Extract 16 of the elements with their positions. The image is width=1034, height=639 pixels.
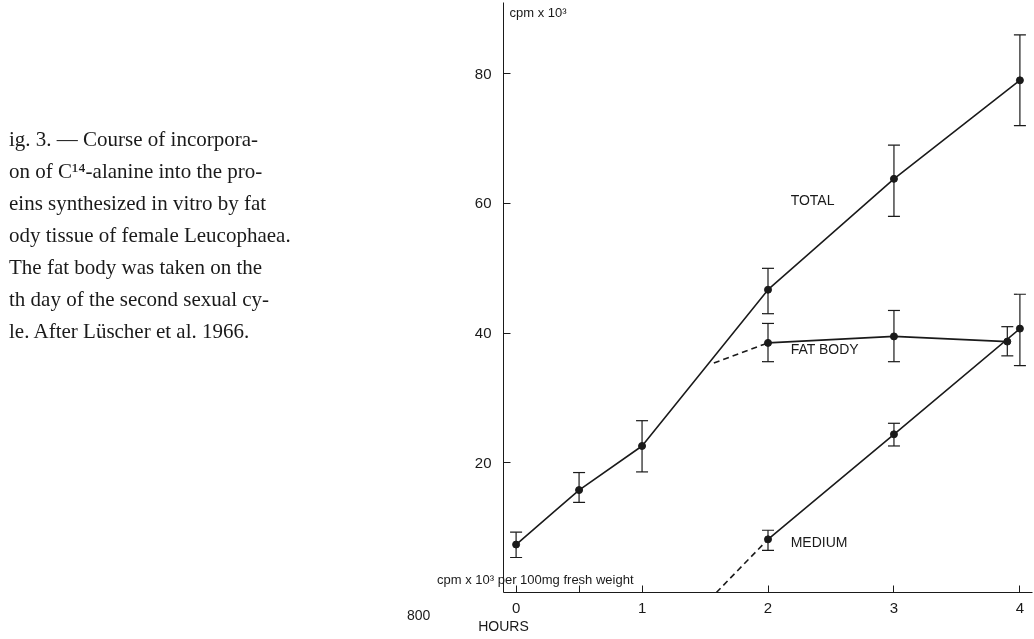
x-tick-label: 4 [1015,598,1025,616]
series-label: TOTAL [790,191,835,208]
x-tick-label: 2 [763,598,773,616]
y-tick-label: 40 [474,324,492,342]
series-label: FAT BODY [790,341,860,358]
series-label: MEDIUM [790,533,848,550]
text: ig. 3. — Course of incorpora- on of C¹⁴-alanine into the pro- eins synthesized in vitro by fat ody tissue of female Leucophaea. The fat body was taken on the th day of the second sexual cy- le. After Lüscher et al. 1966. [9,126,291,345]
y-tick-label: 80 [474,64,492,82]
x-tick-label: 1 [637,598,647,616]
y-tick-label: 20 [474,453,492,471]
x-axis-title: HOURS [478,617,529,634]
x-tick-label: 3 [889,598,899,616]
y-axis-title: cpm x 10³ [509,4,568,20]
text: 800 [407,606,431,625]
y-tick-label: 60 [474,194,492,212]
x-tick-label: 0 [511,598,521,616]
